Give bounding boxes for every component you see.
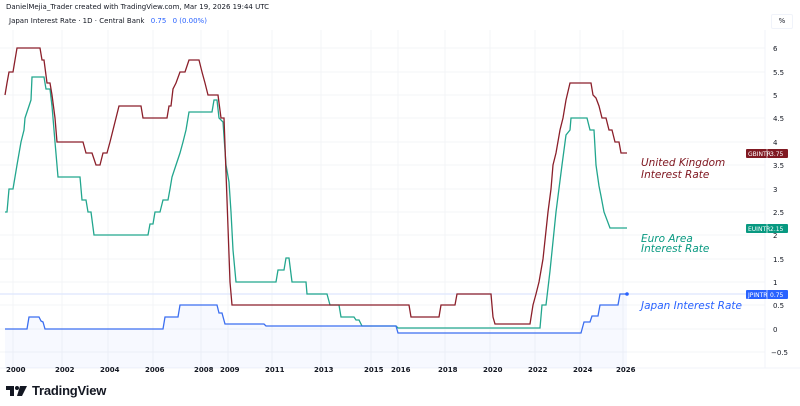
eu-price-badge: EUINTR 2.15 — [746, 224, 788, 233]
jp-price-badge: JPINTR 0.75 — [746, 290, 788, 299]
x-tick: 2018 — [438, 366, 458, 374]
x-tick: 2016 — [391, 366, 411, 374]
uk-annotation-line1: United Kingdom — [641, 157, 725, 169]
y-tick: 5.5 — [773, 69, 784, 77]
svg-text:EUINTR: EUINTR — [748, 226, 770, 233]
y-tick: 5 — [773, 92, 777, 100]
time-scale[interactable]: 2000 2002 2004 2006 2008 2009 2011 2013 … — [6, 366, 636, 374]
y-tick: 4 — [773, 139, 778, 147]
svg-text:GBINTR: GBINTR — [748, 151, 771, 158]
uk-annotation-line2: Interest Rate — [641, 169, 709, 181]
tradingview-logo-text: TradingView — [32, 383, 107, 398]
x-tick: 2020 — [483, 366, 503, 374]
vertical-gridlines — [12, 30, 624, 368]
y-tick: 1 — [773, 279, 777, 287]
y-tick: 3.5 — [773, 162, 784, 170]
eu-rate-line — [5, 76, 627, 329]
svg-text:3.75: 3.75 — [770, 151, 784, 158]
legend-change: 0 (0.00%) — [172, 17, 207, 25]
y-tick: 1.5 — [773, 256, 784, 264]
x-tick: 2009 — [220, 366, 240, 374]
x-tick: 2000 — [6, 366, 26, 374]
x-tick: 2002 — [55, 366, 75, 374]
x-tick: 2006 — [145, 366, 165, 374]
tradingview-logo-icon — [6, 385, 27, 396]
x-tick: 2022 — [528, 366, 548, 374]
y-tick: 6 — [773, 45, 778, 53]
uk-rate-line — [4, 47, 627, 325]
x-tick: 2026 — [616, 366, 636, 374]
x-tick: 2004 — [100, 366, 120, 374]
legend-symbol-title: Japan Interest Rate · 1D · Central Bank — [9, 17, 145, 25]
x-tick: 2015 — [364, 366, 384, 374]
svg-text:2.15: 2.15 — [770, 226, 784, 233]
y-tick: 2.5 — [773, 209, 784, 217]
x-tick: 2024 — [573, 366, 593, 374]
x-tick: 2008 — [194, 366, 214, 374]
price-scale[interactable]: 6 5.5 5 4.5 4 3.5 3 2.5 2 1.5 1 0.5 0 −0… — [771, 45, 788, 357]
attribution-text: DanielMejia_Trader created with TradingV… — [6, 3, 269, 11]
jp-rate-line — [5, 293, 627, 334]
eu-annotation-line1: Euro Area — [641, 233, 693, 245]
x-tick: 2011 — [265, 366, 285, 374]
y-tick: 0.5 — [773, 302, 784, 310]
y-tick: 4.5 — [773, 115, 784, 123]
y-tick: 0 — [773, 326, 777, 334]
legend-value: 0.75 — [150, 17, 167, 25]
jp-annotation: Japan Interest Rate — [639, 300, 742, 312]
svg-text:0.75: 0.75 — [770, 292, 784, 299]
jp-last-point-marker — [625, 292, 629, 296]
tradingview-logo[interactable]: TradingView — [6, 383, 106, 398]
eu-annotation-line2: Interest Rate — [641, 243, 709, 255]
gb-price-badge: GBINTR 3.75 — [746, 149, 788, 158]
y-tick: −0.5 — [771, 349, 788, 357]
price-scale-unit-button[interactable]: % — [771, 14, 793, 29]
y-tick: 3 — [773, 186, 777, 194]
x-tick: 2013 — [314, 366, 334, 374]
svg-text:JPINTR: JPINTR — [747, 292, 767, 299]
y-tick: 2 — [773, 232, 777, 240]
series-legend[interactable]: Japan Interest Rate · 1D · Central Bank … — [9, 17, 207, 25]
